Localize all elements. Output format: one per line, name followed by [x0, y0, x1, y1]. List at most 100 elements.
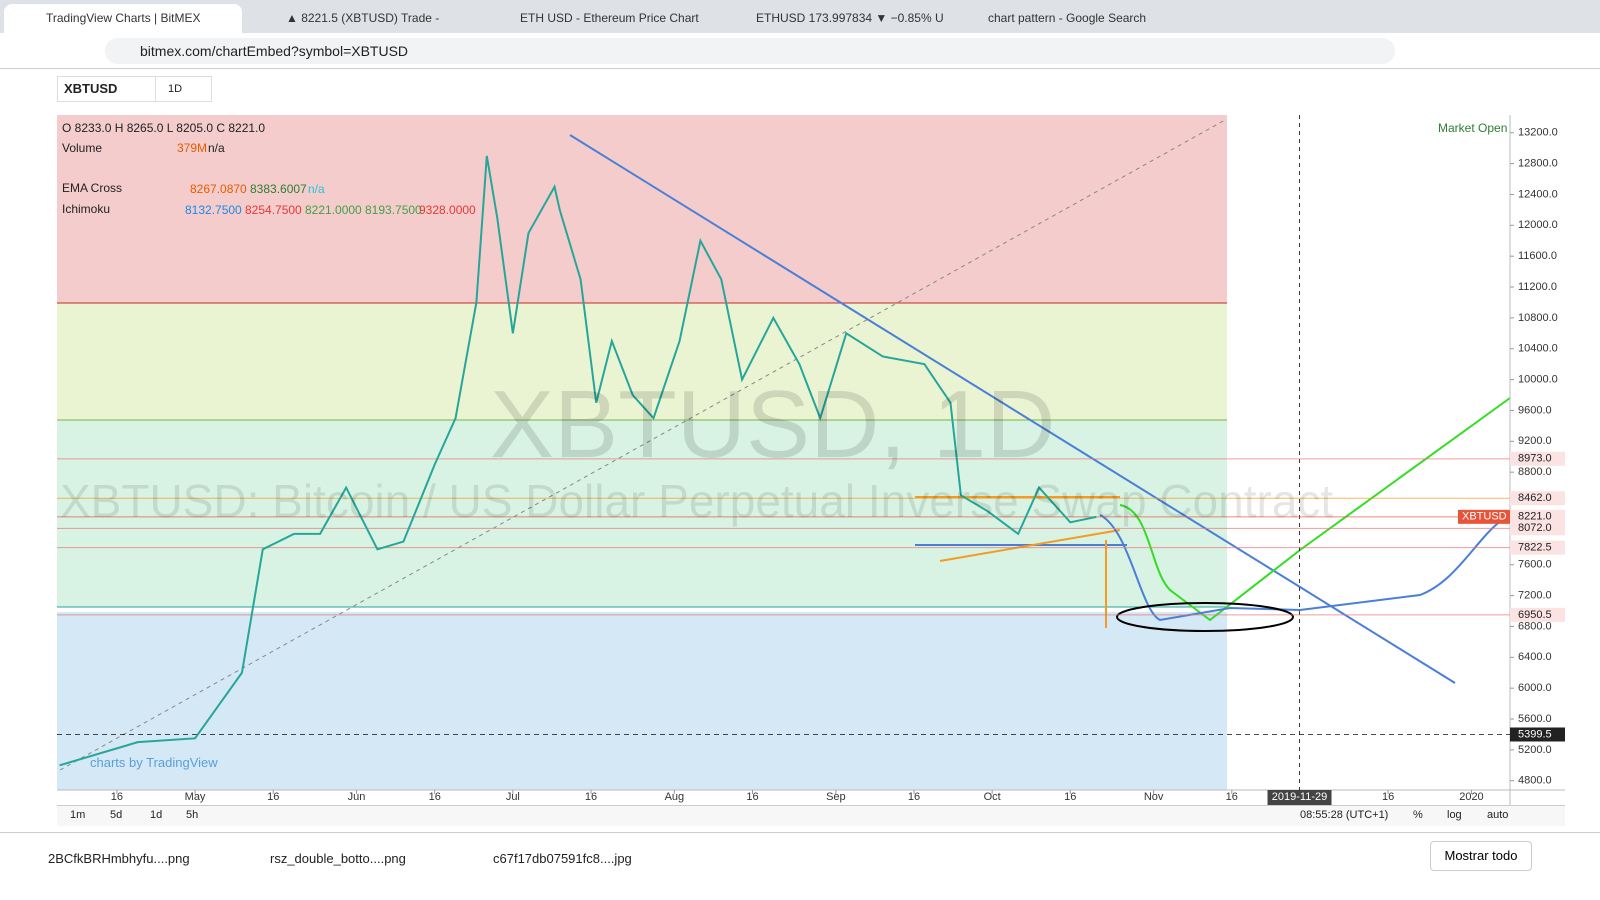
- y-tick-label: 7600.0: [1518, 559, 1552, 571]
- x-tick-label: Oct: [984, 791, 1001, 803]
- x-tick-label: 16: [908, 791, 920, 803]
- show-all[interactable]: Mostrar todo: [1430, 841, 1532, 871]
- ema-label: EMA Cross: [62, 181, 123, 195]
- range[interactable]: 1d: [150, 809, 163, 821]
- symbol-tag: XBTUSD: [1462, 511, 1507, 523]
- bottom-bar: [57, 805, 1565, 826]
- fib-band: [57, 612, 1227, 790]
- url[interactable]: bitmex.com/chartEmbed?symbol=XBTUSD: [140, 43, 409, 59]
- x-tick-label: Jul: [506, 791, 520, 803]
- price-label-bg: [1510, 727, 1565, 742]
- y-tick-label: 11600.0: [1518, 250, 1557, 262]
- option[interactable]: auto: [1487, 809, 1509, 821]
- market-status: Market Open: [1438, 121, 1508, 135]
- tab[interactable]: TradingView Charts | BitMEX: [4, 4, 242, 33]
- tab[interactable]: ▲ 8221.5 (XBTUSD) Trade - BitMEX: [286, 11, 440, 25]
- ichimoku-value: 8193.7500: [365, 203, 422, 217]
- ichimoku-value: 8254.7500: [245, 203, 302, 217]
- y-tick-label: 7200.0: [1518, 590, 1552, 602]
- y-tick-label: 6400.0: [1518, 651, 1552, 663]
- x-tick-label: Nov: [1144, 791, 1164, 803]
- y-tick-label: 8800.0: [1518, 466, 1552, 478]
- y-tick-label: 9200.0: [1518, 435, 1552, 447]
- x-tick-label: May: [185, 791, 206, 803]
- price-label: 5399.5: [1518, 728, 1552, 740]
- price-label-bg: [1510, 521, 1565, 536]
- y-tick-label: 12800.0: [1518, 158, 1558, 170]
- omnibox[interactable]: [105, 38, 1395, 64]
- tab-strip: [0, 0, 1600, 33]
- download-file[interactable]: c67f17db07591fc8....jpg: [493, 851, 632, 866]
- y-tick-label: 6000.0: [1518, 682, 1552, 694]
- tab[interactable]: ETHUSD 173.997834 ▼ −0.85% U: [756, 11, 944, 25]
- interval[interactable]: 1D: [155, 76, 212, 102]
- y-tick-label: 4800.0: [1518, 775, 1552, 787]
- x-tick-label: 16: [1382, 791, 1394, 803]
- x-tick-label: 16: [1064, 791, 1076, 803]
- left-toolbar: [0, 70, 46, 830]
- x-tick-label: Aug: [665, 791, 685, 803]
- tab[interactable]: chart pattern - Google Search: [988, 11, 1147, 25]
- y-tick-label: 9600.0: [1518, 404, 1552, 416]
- download-file[interactable]: 2BCfkBRHmbhyfu....png: [48, 851, 190, 866]
- x-tick-label: Jun: [348, 791, 366, 803]
- y-tick-label: 12000.0: [1518, 219, 1558, 231]
- price-label-bg: [1510, 540, 1565, 555]
- ellipse: [1116, 602, 1294, 632]
- clock: 08:55:28 (UTC+1): [1300, 809, 1389, 821]
- price-label-bg: [1510, 509, 1565, 524]
- option[interactable]: %: [1413, 809, 1423, 821]
- y-tick-label: 11200.0: [1518, 281, 1557, 293]
- price-label-bg: [1510, 451, 1565, 466]
- range[interactable]: 5d: [110, 809, 123, 821]
- download-file[interactable]: rsz_double_botto....png: [270, 851, 406, 866]
- price-label: 8462.0: [1518, 492, 1552, 504]
- crosshair-label-bg: [1267, 790, 1332, 805]
- symbol-tag-bg: [1458, 509, 1510, 524]
- x-tick-label: Sep: [826, 791, 846, 803]
- tab[interactable]: ETH USD - Ethereum Price Chart: [520, 11, 699, 25]
- watermark: XBTUSD, 1D: [490, 371, 1056, 478]
- price-label: 8221.0: [1518, 511, 1552, 523]
- price-label: 7822.5: [1518, 541, 1552, 553]
- crosshair-label: 2019-11-29: [1272, 791, 1327, 803]
- ema-value: 8383.6007: [250, 182, 307, 196]
- ichimoku-value: 9328.0000: [419, 203, 476, 217]
- x-tick-label: 16: [267, 791, 279, 803]
- price-label: 8072.0: [1518, 522, 1552, 534]
- ema-value: 8267.0870: [190, 182, 247, 196]
- x-tick-label: 16: [429, 791, 441, 803]
- price-label-bg: [1510, 607, 1565, 622]
- x-tick-label: 2020: [1459, 791, 1483, 803]
- y-tick-label: 12400.0: [1518, 188, 1558, 200]
- ema-value: n/a: [308, 182, 325, 196]
- range[interactable]: 1m: [70, 809, 86, 821]
- download-bar: [0, 832, 1600, 883]
- option[interactable]: log: [1447, 809, 1462, 821]
- y-tick-label: 13200.0: [1518, 127, 1558, 139]
- support-line: [939, 529, 1121, 562]
- watermark: XBTUSD: Bitcoin / US Dollar Perpetual In…: [60, 475, 1334, 527]
- price-label: 8973.0: [1518, 453, 1552, 465]
- volume-value: 379M: [177, 141, 208, 155]
- x-tick-label: 16: [111, 791, 123, 803]
- ohlc: O 8233.0 H 8265.0 L 8205.0 C 8221.0: [62, 121, 266, 135]
- x-tick-label: 16: [746, 791, 758, 803]
- ichimoku-value: 8221.0000: [305, 203, 362, 217]
- projection: [1099, 514, 1511, 622]
- branding[interactable]: charts by TradingView: [90, 755, 218, 770]
- x-tick-label: 16: [585, 791, 597, 803]
- range[interactable]: 5h: [186, 809, 199, 821]
- price-label: 6950.5: [1518, 609, 1552, 621]
- x-tick-label: 16: [1226, 791, 1238, 803]
- y-tick-label: 10800.0: [1518, 312, 1558, 324]
- price-label-bg: [1510, 491, 1565, 506]
- y-tick-label: 10000.0: [1518, 374, 1558, 386]
- y-tick-label: 5200.0: [1518, 744, 1552, 756]
- ichimoku-label: Ichimoku: [62, 202, 111, 216]
- volume-label: Volume: [62, 141, 103, 155]
- y-tick-label: 6800.0: [1518, 620, 1552, 632]
- volume-value: n/a: [208, 141, 225, 155]
- y-tick-label: 10400.0: [1518, 343, 1558, 355]
